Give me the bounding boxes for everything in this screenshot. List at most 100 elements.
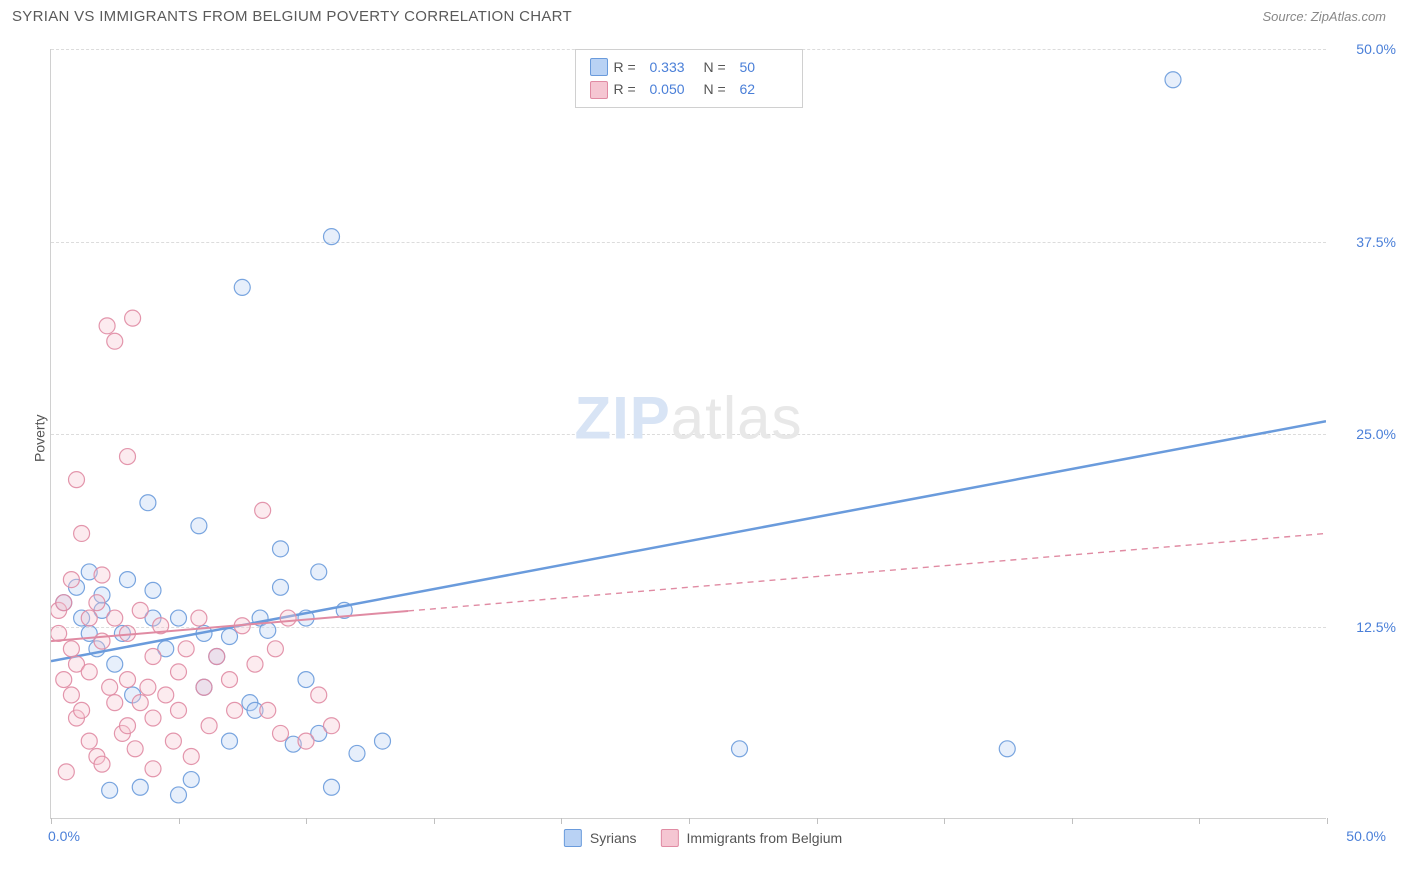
data-point (165, 733, 181, 749)
data-point (145, 649, 161, 665)
legend-series-item: Syrians (564, 829, 637, 847)
x-tick (689, 818, 690, 824)
data-point (298, 672, 314, 688)
data-point (132, 695, 148, 711)
data-point (183, 772, 199, 788)
trend-line-dashed (408, 533, 1326, 611)
data-point (107, 695, 123, 711)
data-point (145, 582, 161, 598)
legend-swatch (590, 81, 608, 99)
legend-stat-row: R = 0.050 N = 62 (590, 78, 788, 100)
legend-swatch (661, 829, 679, 847)
x-axis-start-label: 0.0% (48, 828, 80, 844)
data-point (209, 649, 225, 665)
x-tick (1199, 818, 1200, 824)
legend-swatch (590, 58, 608, 76)
data-point (273, 579, 289, 595)
data-point (89, 595, 105, 611)
data-point (94, 567, 110, 583)
data-point (81, 733, 97, 749)
data-point (227, 702, 243, 718)
data-point (102, 782, 118, 798)
legend-series-label: Syrians (590, 830, 637, 846)
data-point (145, 761, 161, 777)
data-point (191, 518, 207, 534)
data-point (120, 572, 136, 588)
data-point (324, 779, 340, 795)
x-axis-end-label: 50.0% (1346, 828, 1386, 844)
data-point (56, 595, 72, 611)
data-point (267, 641, 283, 657)
data-point (171, 610, 187, 626)
x-tick (1327, 818, 1328, 824)
r-value: 0.050 (650, 78, 698, 100)
data-point (120, 718, 136, 734)
data-point (94, 756, 110, 772)
data-point (171, 702, 187, 718)
data-point (120, 449, 136, 465)
data-point (99, 318, 115, 334)
data-point (107, 333, 123, 349)
data-point (183, 748, 199, 764)
data-point (732, 741, 748, 757)
scatter-plot-svg (51, 49, 1326, 818)
source-attribution: Source: ZipAtlas.com (1262, 9, 1386, 24)
data-point (69, 472, 85, 488)
data-point (58, 764, 74, 780)
data-point (260, 622, 276, 638)
data-point (349, 745, 365, 761)
data-point (178, 641, 194, 657)
data-point (140, 679, 156, 695)
n-value: 62 (740, 78, 788, 100)
data-point (222, 672, 238, 688)
x-tick (944, 818, 945, 824)
data-point (311, 687, 327, 703)
r-label: R = (614, 56, 644, 78)
data-point (140, 495, 156, 511)
x-tick (434, 818, 435, 824)
data-point (107, 656, 123, 672)
data-point (273, 541, 289, 557)
data-point (102, 679, 118, 695)
data-point (81, 664, 97, 680)
data-point (324, 229, 340, 245)
data-point (222, 733, 238, 749)
n-value: 50 (740, 56, 788, 78)
data-point (81, 610, 97, 626)
legend-series-item: Immigrants from Belgium (661, 829, 843, 847)
data-point (375, 733, 391, 749)
series-legend: Syrians Immigrants from Belgium (564, 829, 842, 847)
data-point (132, 602, 148, 618)
x-tick (179, 818, 180, 824)
legend-stat-row: R = 0.333N = 50 (590, 56, 788, 78)
y-tick-label: 12.5% (1356, 619, 1396, 635)
x-tick (306, 818, 307, 824)
chart-title: SYRIAN VS IMMIGRANTS FROM BELGIUM POVERT… (12, 8, 572, 25)
data-point (74, 525, 90, 541)
x-tick (561, 818, 562, 824)
n-label: N = (704, 78, 734, 100)
legend-series-label: Immigrants from Belgium (687, 830, 843, 846)
legend-swatch (564, 829, 582, 847)
data-point (201, 718, 217, 734)
data-point (125, 310, 141, 326)
data-point (191, 610, 207, 626)
r-label: R = (614, 78, 644, 100)
x-tick (51, 818, 52, 824)
data-point (324, 718, 340, 734)
data-point (234, 279, 250, 295)
x-tick (1072, 818, 1073, 824)
data-point (74, 702, 90, 718)
data-point (132, 779, 148, 795)
y-tick-label: 37.5% (1356, 234, 1396, 250)
data-point (260, 702, 276, 718)
data-point (63, 572, 79, 588)
r-value: 0.333 (650, 56, 698, 78)
data-point (222, 629, 238, 645)
data-point (63, 641, 79, 657)
y-tick-label: 50.0% (1356, 41, 1396, 57)
chart-container: Poverty R = 0.333N = 50R = 0.050N = 62 Z… (0, 29, 1406, 879)
data-point (56, 672, 72, 688)
x-tick (817, 818, 818, 824)
data-point (280, 610, 296, 626)
